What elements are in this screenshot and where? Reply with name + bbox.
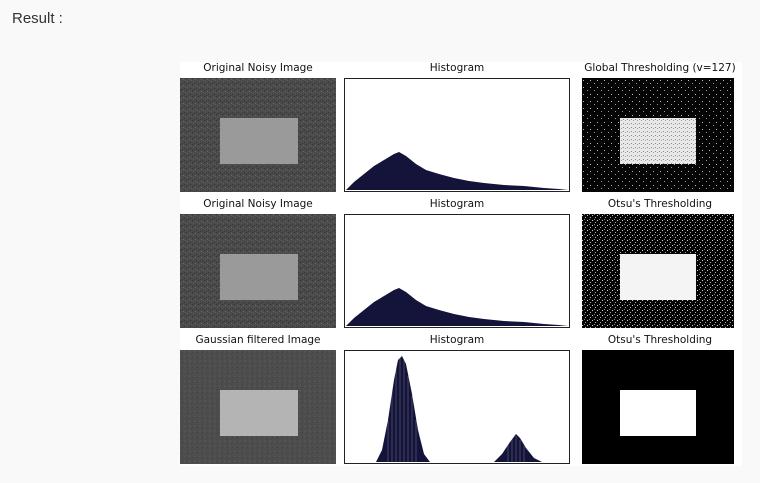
- panel-title: Otsu's Thresholding: [607, 198, 713, 210]
- panel-histogram-3: Histogram: [344, 334, 570, 464]
- histogram-area: [346, 288, 568, 326]
- panel-threshold-2: Otsu's Thresholding: [578, 198, 742, 328]
- histogram-chart: [344, 78, 570, 192]
- panel-title: Otsu's Thresholding: [607, 334, 713, 346]
- histogram-chart: [344, 214, 570, 328]
- histogram-peak-right: [494, 434, 542, 462]
- panel-histogram-1: Histogram: [344, 62, 570, 192]
- panel-threshold-1: Global Thresholding (v=127): [578, 62, 742, 192]
- panel-title: Gaussian filtered Image: [195, 334, 321, 346]
- threshold-image: [582, 214, 734, 328]
- panel-filtered-image: Gaussian filtered Image: [180, 334, 336, 464]
- panel-threshold-3: Otsu's Thresholding: [578, 334, 742, 464]
- histogram-area: [346, 152, 568, 190]
- threshold-image: [582, 350, 734, 464]
- panel-title: Original Noisy Image: [203, 198, 313, 210]
- panel-title: Global Thresholding (v=127): [584, 62, 736, 74]
- noisy-image: [180, 78, 336, 192]
- noisy-image: [180, 214, 336, 328]
- panel-noisy-image-2: Original Noisy Image: [180, 198, 336, 328]
- panel-title: Histogram: [429, 334, 485, 346]
- threshold-image: [582, 78, 734, 192]
- panel-title: Histogram: [429, 62, 485, 74]
- panel-title: Original Noisy Image: [203, 62, 313, 74]
- filtered-image: [180, 350, 336, 464]
- panel-title: Histogram: [429, 198, 485, 210]
- panel-noisy-image-1: Original Noisy Image: [180, 62, 336, 192]
- panel-histogram-2: Histogram: [344, 198, 570, 328]
- histogram-peak-left: [376, 356, 430, 462]
- histogram-chart: [344, 350, 570, 464]
- figure-grid: Original Noisy Image Histogram Global Th…: [180, 62, 742, 466]
- result-label: Result :: [12, 10, 63, 27]
